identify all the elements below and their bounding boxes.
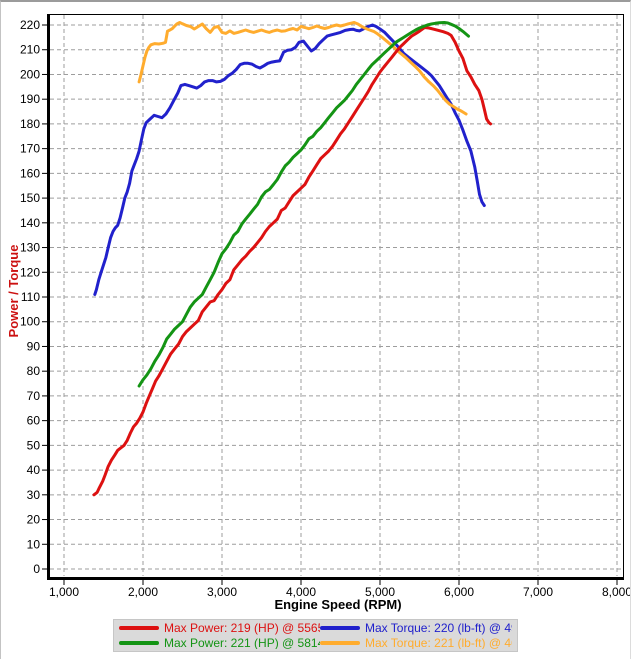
green-line-swatch	[119, 640, 159, 645]
red-line-swatch	[119, 626, 159, 631]
svg-text:200: 200	[20, 67, 40, 81]
svg-text:8,000: 8,000	[602, 585, 631, 599]
axis-tick-labels: 0 10 20 30 40 50 60 70 80 90 100 110 120 130 140 150 160…	[20, 18, 631, 599]
svg-text:1,000: 1,000	[49, 585, 79, 599]
y-axis-title: Power / Torque	[6, 245, 21, 338]
x-axis-title: Engine Speed (RPM)	[274, 597, 401, 612]
orange-line-swatch	[320, 640, 360, 645]
svg-text:6,000: 6,000	[444, 585, 474, 599]
svg-text:70: 70	[27, 389, 41, 403]
legend-label: Max Power: 219 (HP) @ 5565	[164, 622, 320, 635]
svg-text:3,000: 3,000	[207, 585, 237, 599]
chart-legend: Max Power: 219 (HP) @ 5565 Max Torque: 2…	[113, 619, 518, 652]
legend-item-torque-blue: Max Torque: 220 (lb-ft) @ 4905	[320, 622, 512, 635]
svg-text:130: 130	[20, 241, 40, 255]
svg-text:60: 60	[27, 414, 41, 428]
svg-text:5,000: 5,000	[365, 585, 395, 599]
svg-text:100: 100	[20, 315, 40, 329]
svg-text:190: 190	[20, 92, 40, 106]
svg-text:140: 140	[20, 216, 40, 230]
svg-text:80: 80	[27, 364, 41, 378]
legend-item-torque-orange: Max Torque: 221 (lb-ft) @ 4674	[320, 636, 512, 650]
legend-item-power-green: Max Power: 221 (HP) @ 5814	[119, 636, 320, 650]
svg-text:210: 210	[20, 43, 40, 57]
svg-text:120: 120	[20, 265, 40, 279]
plot-curves	[92, 21, 493, 497]
svg-text:4,000: 4,000	[286, 585, 316, 599]
legend-label: Max Torque: 221 (lb-ft) @ 4674	[365, 636, 512, 650]
svg-text:0: 0	[33, 562, 40, 576]
svg-text:10: 10	[27, 537, 41, 551]
plot-axes	[42, 14, 624, 585]
svg-text:50: 50	[27, 438, 41, 452]
svg-text:40: 40	[27, 463, 41, 477]
legend-label: Max Power: 221 (HP) @ 5814	[164, 636, 320, 650]
svg-text:7,000: 7,000	[523, 585, 553, 599]
plot-gridlines	[50, 15, 622, 576]
svg-text:150: 150	[20, 191, 40, 205]
legend-label: Max Torque: 220 (lb-ft) @ 4905	[365, 622, 512, 635]
blue-line-swatch	[320, 626, 360, 631]
svg-text:30: 30	[27, 488, 41, 502]
svg-text:160: 160	[20, 166, 40, 180]
svg-text:180: 180	[20, 117, 40, 131]
svg-text:20: 20	[27, 513, 41, 527]
svg-text:170: 170	[20, 142, 40, 156]
legend-item-power-red: Max Power: 219 (HP) @ 5565	[119, 622, 320, 635]
svg-text:90: 90	[27, 339, 41, 353]
svg-text:220: 220	[20, 18, 40, 32]
svg-text:2,000: 2,000	[128, 585, 158, 599]
svg-text:110: 110	[21, 290, 40, 304]
